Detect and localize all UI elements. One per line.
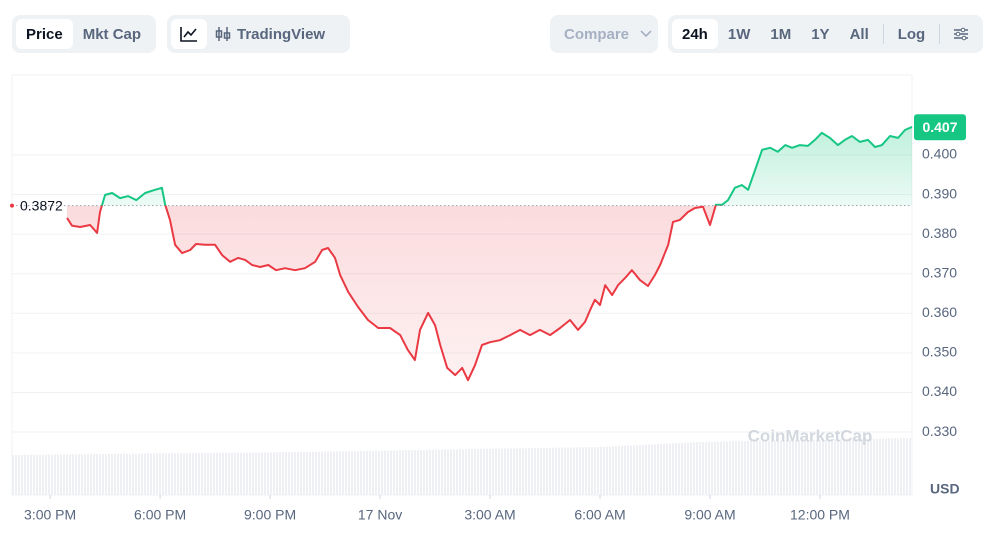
price-button[interactable]: Price	[16, 19, 73, 49]
line-icon	[180, 27, 197, 42]
range-button[interactable]: All	[849, 25, 869, 43]
watermark: CoinMarketCap	[748, 426, 873, 445]
x-tick-label: 3:00 PM	[24, 507, 76, 523]
x-tick-label: 12:00 PM	[790, 507, 850, 523]
candle-icon	[215, 27, 231, 41]
compare-dropdown[interactable]: Compare	[550, 15, 658, 53]
separator	[939, 24, 941, 44]
range-toggle: 24h 1W 1M 1Y All Log	[668, 15, 983, 53]
log-button[interactable]: Log	[897, 25, 926, 43]
x-tick-label: 9:00 AM	[684, 507, 735, 523]
tradingview-label: TradingView	[237, 25, 326, 43]
reference-dot	[10, 203, 14, 208]
volume-area	[12, 438, 912, 495]
plot-frame	[11, 74, 913, 496]
mkt-cap-button[interactable]: Mkt Cap	[82, 25, 142, 43]
range-button[interactable]: 1W	[727, 25, 751, 43]
chart-type-toggle: TradingView	[167, 15, 350, 53]
x-tick-label: 9:00 PM	[244, 507, 296, 523]
range-button[interactable]: 24h	[672, 19, 718, 49]
separator	[882, 24, 884, 44]
y-tick-label: 0.330	[922, 423, 957, 439]
current-price-label: 0.407	[922, 119, 957, 135]
settings-button[interactable]	[944, 19, 978, 49]
current-price-badge	[914, 114, 966, 141]
x-tick-label: 6:00 PM	[134, 507, 186, 523]
chevron	[640, 30, 652, 38]
y-tick-label: 0.340	[922, 383, 957, 399]
y-tick-label: 0.380	[922, 225, 957, 241]
reference-label: 0.3872	[20, 197, 63, 213]
price-area	[66, 126, 913, 381]
compare-label: Compare	[564, 25, 630, 43]
y-tick-label: 0.400	[922, 146, 957, 162]
view-toggle: Price Mkt Cap	[12, 15, 156, 53]
price-line	[66, 125, 913, 382]
y-tick-label: 0.370	[922, 264, 957, 280]
y-tick-label: 0.360	[922, 304, 957, 320]
y-tick-label: 0.390	[922, 185, 957, 201]
settings-icon	[954, 27, 969, 41]
x-tick-label: 17 Nov	[358, 507, 402, 523]
x-tick-label: 6:00 AM	[574, 507, 625, 523]
range-button[interactable]: 1Y	[811, 25, 830, 43]
range-button[interactable]: 1M	[770, 25, 792, 43]
line-chart-button[interactable]	[171, 19, 207, 49]
y-tick-label: 0.350	[922, 344, 957, 360]
x-tick-label: 3:00 AM	[464, 507, 515, 523]
currency-label: USD	[930, 481, 960, 497]
tradingview-button[interactable]: TradingView	[207, 19, 331, 49]
